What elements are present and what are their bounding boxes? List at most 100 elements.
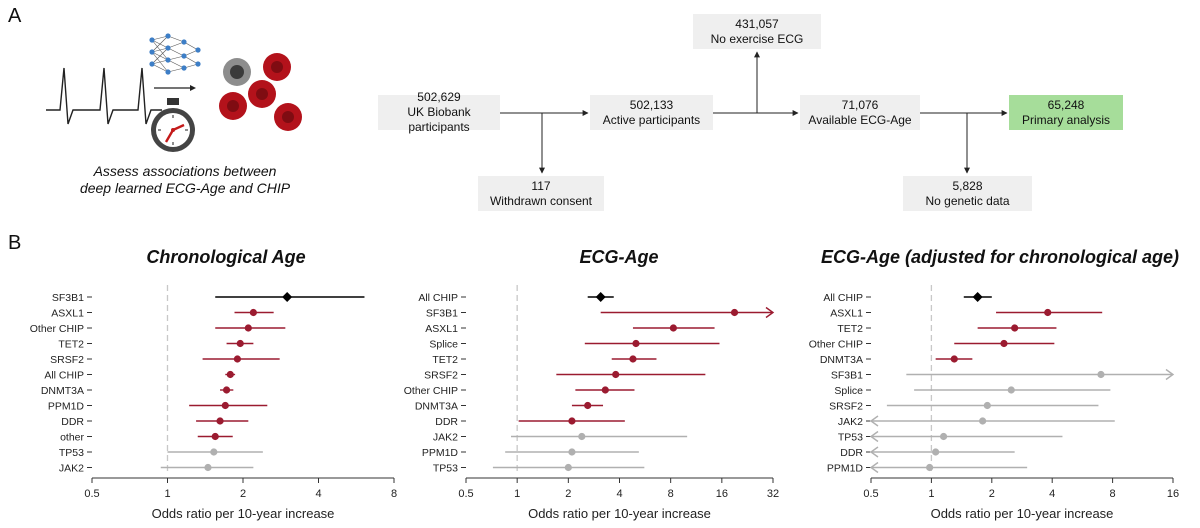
row-label: JAK2 bbox=[838, 416, 863, 428]
point-estimate bbox=[204, 463, 212, 472]
row-label: TET2 bbox=[432, 354, 458, 366]
row-label: other bbox=[60, 432, 84, 444]
ci-arrow-left bbox=[869, 446, 879, 458]
flow-label: Active participants bbox=[602, 112, 701, 127]
row-label: SF3B1 bbox=[52, 292, 84, 304]
point-estimate bbox=[249, 308, 257, 317]
point-estimate bbox=[629, 355, 637, 363]
point-estimate bbox=[972, 292, 983, 302]
row-label: DDR bbox=[840, 447, 863, 459]
ci-arrow-left bbox=[869, 461, 879, 474]
point-estimate bbox=[244, 324, 252, 332]
flow-label: Primary analysis bbox=[1021, 112, 1111, 127]
point-estimate bbox=[210, 448, 218, 456]
x-tick-label: 16 bbox=[1167, 488, 1179, 500]
point-estimate bbox=[1000, 339, 1008, 348]
point-estimate bbox=[568, 448, 576, 456]
x-tick-label: 2 bbox=[565, 488, 571, 500]
flow-label: No genetic data bbox=[925, 193, 1010, 208]
stopwatch-icon bbox=[151, 98, 195, 152]
ecg-trace-icon bbox=[46, 67, 162, 125]
point-estimate bbox=[601, 386, 609, 394]
x-tick-label: 1 bbox=[928, 488, 934, 500]
row-label: SRSF2 bbox=[829, 401, 863, 413]
flow-box-withdrawn: 117 Withdrawn consent bbox=[478, 176, 604, 211]
row-label: JAK2 bbox=[433, 432, 458, 444]
x-tick-label: 1 bbox=[164, 488, 170, 500]
flow-count: 117 bbox=[531, 178, 551, 193]
row-label: JAK2 bbox=[59, 463, 84, 475]
flow-box-active: 502,133 Active participants bbox=[590, 95, 713, 130]
flow-count: 431,057 bbox=[735, 16, 779, 31]
row-label: Other CHIP bbox=[30, 323, 84, 335]
row-label: TP53 bbox=[838, 432, 863, 444]
row-label: Splice bbox=[834, 385, 863, 397]
row-label: All CHIP bbox=[44, 370, 84, 382]
flow-box-uk-biobank: 502,629 UK Biobank participants bbox=[378, 90, 500, 134]
point-estimate bbox=[983, 401, 991, 410]
row-label: ASXL1 bbox=[830, 308, 863, 320]
point-estimate bbox=[282, 292, 293, 302]
flow-count: 502,629 bbox=[417, 90, 461, 104]
chart-title: Chronological Age bbox=[146, 247, 305, 267]
point-estimate bbox=[730, 308, 739, 317]
ci-arrow-left bbox=[869, 415, 879, 427]
flow-box-no-ecg: 431,057 No exercise ECG bbox=[693, 14, 821, 49]
x-axis-label: Odds ratio per 10-year increase bbox=[152, 506, 335, 521]
x-tick-label: 0.5 bbox=[84, 488, 99, 500]
point-estimate bbox=[1007, 386, 1015, 394]
row-label: TP53 bbox=[433, 463, 458, 475]
arrow-right-icon bbox=[154, 85, 196, 91]
row-label: DDR bbox=[435, 416, 458, 428]
caption-line-2: deep learned ECG-Age and CHIP bbox=[79, 180, 291, 196]
row-label: DNMT3A bbox=[415, 401, 458, 413]
point-estimate bbox=[950, 355, 958, 363]
row-label: DNMT3A bbox=[41, 385, 84, 397]
row-label: SRSF2 bbox=[424, 370, 458, 382]
x-tick-label: 2 bbox=[240, 488, 246, 500]
row-label: TP53 bbox=[59, 447, 84, 459]
row-label: ASXL1 bbox=[425, 323, 458, 335]
flow-label: UK Biobank participants bbox=[407, 105, 471, 134]
point-estimate bbox=[578, 432, 586, 441]
x-tick-label: 32 bbox=[767, 488, 779, 500]
row-label: SF3B1 bbox=[831, 370, 863, 382]
x-tick-label: 4 bbox=[1049, 488, 1055, 500]
flow-label: Withdrawn consent bbox=[489, 193, 593, 208]
flow-box-available: 71,076 Available ECG-Age bbox=[800, 95, 920, 130]
point-estimate bbox=[669, 324, 677, 332]
forest-plots: Chronological Age 0.5 1 2 4 8 Odds ratio per 1… bbox=[30, 247, 1179, 521]
x-tick-label: 8 bbox=[1110, 488, 1116, 500]
caption-line-1: Assess associations between bbox=[93, 163, 277, 179]
flow-box-no-genetic: 5,828 No genetic data bbox=[903, 176, 1032, 211]
row-label: ASXL1 bbox=[51, 308, 84, 320]
x-tick-label: 0.5 bbox=[863, 488, 878, 500]
row-label: DDR bbox=[61, 416, 84, 428]
point-estimate bbox=[939, 432, 948, 441]
row-label: TET2 bbox=[58, 339, 84, 351]
x-tick-label: 8 bbox=[391, 488, 397, 500]
flow-box-primary: 65,248 Primary analysis bbox=[1009, 95, 1123, 130]
x-tick-label: 4 bbox=[315, 488, 321, 500]
row-label: TET2 bbox=[837, 323, 863, 335]
row-label: Splice bbox=[429, 339, 458, 351]
flow-label: No exercise ECG bbox=[710, 31, 804, 46]
point-estimate bbox=[221, 401, 229, 410]
row-label: PPM1D bbox=[827, 463, 864, 475]
flow-label: Available ECG-Age bbox=[808, 112, 912, 127]
x-tick-label: 2 bbox=[989, 488, 995, 500]
x-axis-label: Odds ratio per 10-year increase bbox=[528, 506, 711, 521]
study-illustration bbox=[46, 33, 302, 152]
row-label: SRSF2 bbox=[50, 354, 84, 366]
x-tick-label: 0.5 bbox=[458, 488, 473, 500]
flow-connectors bbox=[500, 51, 1008, 174]
x-tick-label: 4 bbox=[616, 488, 622, 500]
chart-title: ECG-Age (adjusted for chronological age) bbox=[821, 247, 1179, 267]
chart-title: ECG-Age bbox=[579, 247, 658, 267]
row-label: PPM1D bbox=[422, 447, 459, 459]
ci-arrow-right bbox=[1165, 368, 1175, 381]
x-tick-label: 8 bbox=[668, 488, 674, 500]
panel-a-label: A bbox=[8, 5, 22, 27]
point-estimate bbox=[211, 432, 219, 441]
point-estimate bbox=[233, 355, 242, 363]
